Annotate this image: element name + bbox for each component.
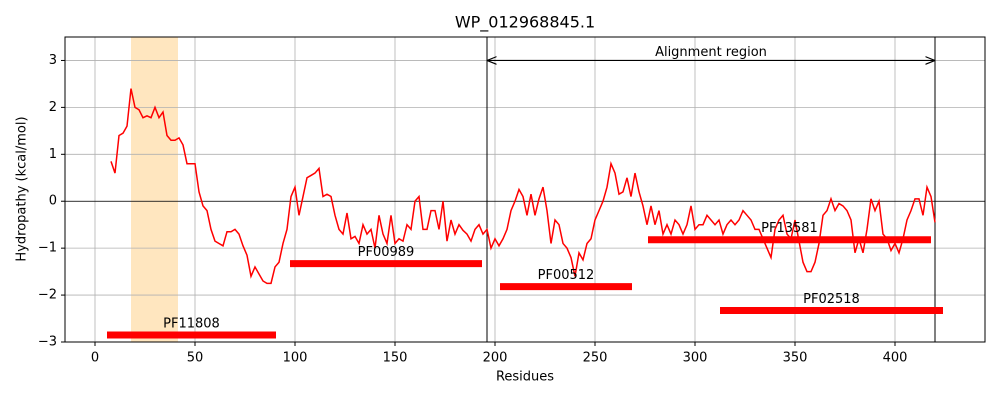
y-tick-label: 1 — [49, 147, 57, 162]
domain-label: PF00512 — [538, 268, 595, 283]
x-tick-label: 400 — [883, 351, 908, 366]
x-tick-label: 300 — [683, 351, 708, 366]
y-tick-label: 0 — [49, 194, 57, 209]
y-tick-label: −1 — [38, 241, 57, 256]
y-tick-label: −3 — [38, 335, 57, 350]
annotation-label: Alignment region — [655, 45, 767, 60]
x-tick-label: 200 — [483, 351, 508, 366]
highlight-span — [131, 37, 178, 342]
domain-label: PF00989 — [358, 245, 415, 260]
x-tick-label: 50 — [187, 351, 204, 366]
x-tick-label: 100 — [283, 351, 308, 366]
y-tick-label: −2 — [38, 288, 57, 303]
x-tick-label: 350 — [783, 351, 808, 366]
y-axis-label: Hydropathy (kcal/mol) — [15, 116, 30, 261]
chart-title: WP_012968845.1 — [455, 13, 595, 33]
domain-label: PF02518 — [803, 292, 860, 307]
x-tick-label: 150 — [383, 351, 408, 366]
domain-label: PF13581 — [761, 221, 818, 236]
plot-frame — [64, 36, 986, 343]
y-tick-label: 2 — [49, 100, 57, 115]
y-tick-label: 3 — [49, 53, 57, 68]
x-tick-label: 250 — [583, 351, 608, 366]
domain-label: PF11808 — [163, 316, 220, 331]
hydropathy-line — [110, 88, 936, 285]
x-tick-label: 0 — [91, 351, 99, 366]
x-axis-label: Residues — [496, 370, 554, 385]
